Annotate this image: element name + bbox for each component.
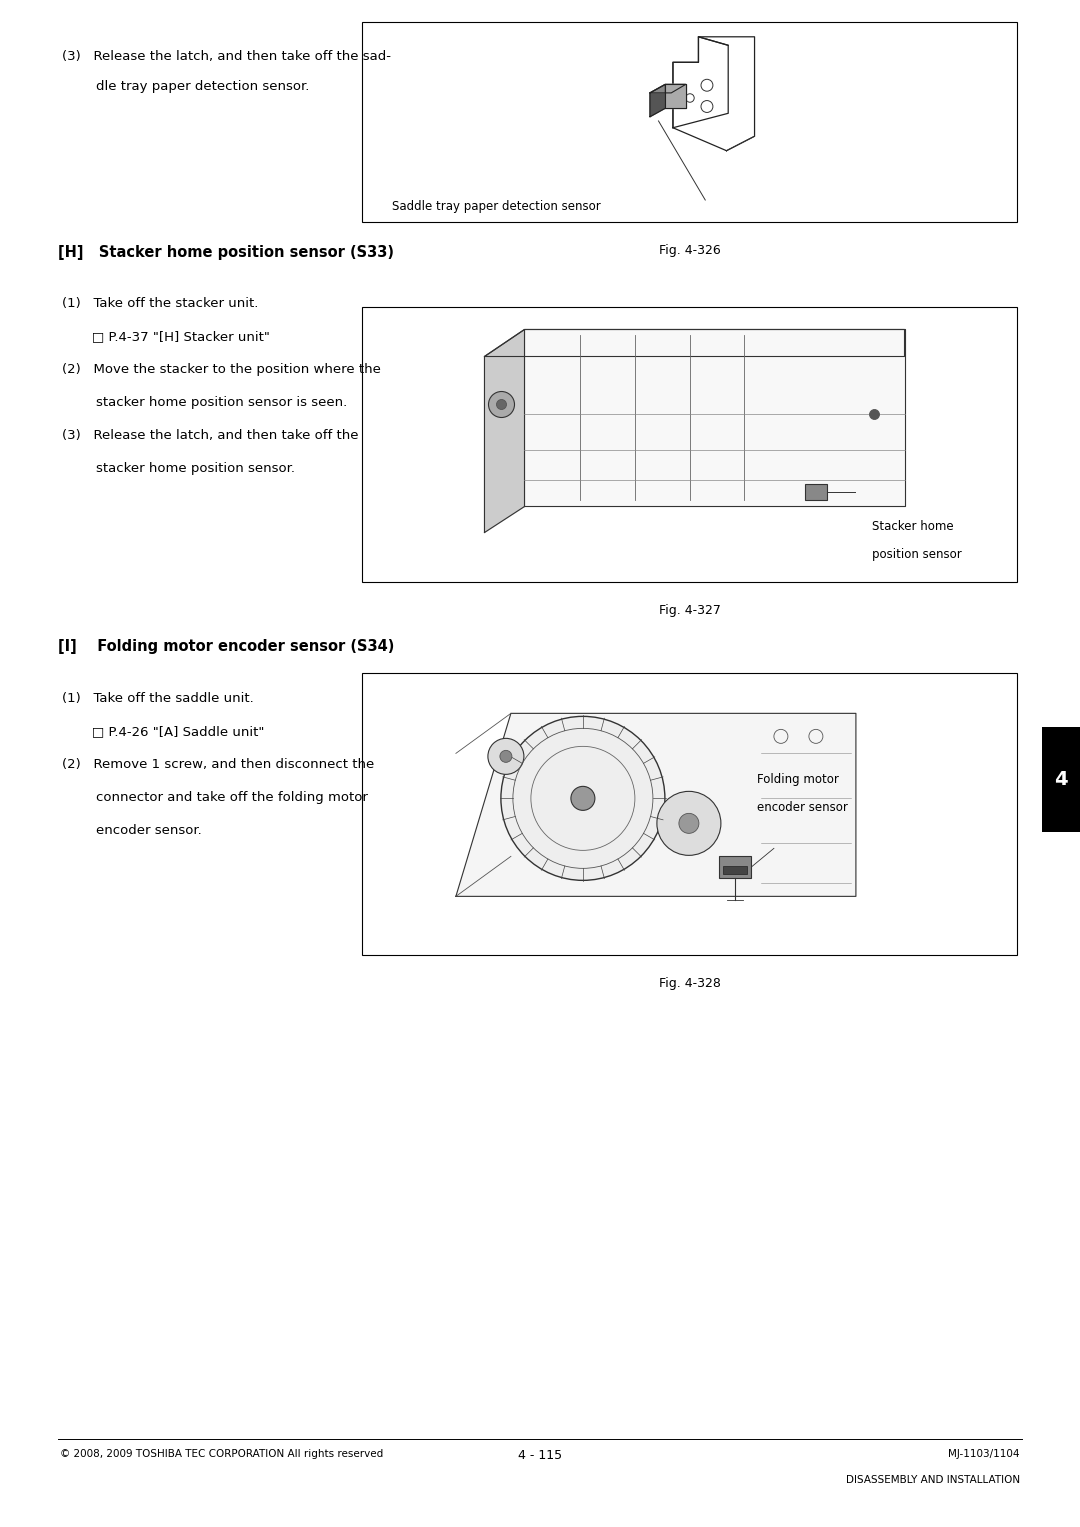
Text: (1)   Take off the stacker unit.: (1) Take off the stacker unit. bbox=[62, 296, 258, 310]
Polygon shape bbox=[456, 713, 856, 896]
Bar bbox=[362, 307, 1017, 582]
Circle shape bbox=[501, 716, 665, 881]
Text: encoder sensor.: encoder sensor. bbox=[62, 825, 202, 837]
Text: Folding motor: Folding motor bbox=[757, 773, 839, 786]
Text: Stacker home: Stacker home bbox=[872, 521, 954, 533]
Bar bbox=[362, 673, 1017, 954]
Text: position sensor: position sensor bbox=[872, 548, 962, 560]
Circle shape bbox=[500, 750, 512, 762]
Text: Saddle tray paper detection sensor: Saddle tray paper detection sensor bbox=[392, 200, 600, 212]
Text: (3)   Release the latch, and then take off the: (3) Release the latch, and then take off… bbox=[62, 429, 359, 441]
Circle shape bbox=[869, 409, 879, 420]
Circle shape bbox=[497, 400, 507, 409]
Polygon shape bbox=[525, 330, 905, 507]
Bar bbox=[1042, 727, 1080, 832]
Text: MJ-1103/1104: MJ-1103/1104 bbox=[948, 1449, 1020, 1458]
Text: [H]   Stacker home position sensor (S33): [H] Stacker home position sensor (S33) bbox=[58, 244, 394, 260]
Polygon shape bbox=[485, 330, 525, 533]
Text: DISASSEMBLY AND INSTALLATION: DISASSEMBLY AND INSTALLATION bbox=[846, 1475, 1020, 1484]
Text: Fig. 4-326: Fig. 4-326 bbox=[659, 244, 720, 257]
Text: dle tray paper detection sensor.: dle tray paper detection sensor. bbox=[62, 79, 309, 93]
Circle shape bbox=[657, 791, 721, 855]
Text: (3)   Release the latch, and then take off the sad-: (3) Release the latch, and then take off… bbox=[62, 50, 391, 63]
Text: © 2008, 2009 TOSHIBA TEC CORPORATION All rights reserved: © 2008, 2009 TOSHIBA TEC CORPORATION All… bbox=[60, 1449, 383, 1458]
Text: (2)   Remove 1 screw, and then disconnect the: (2) Remove 1 screw, and then disconnect … bbox=[62, 757, 375, 771]
Text: stacker home position sensor.: stacker home position sensor. bbox=[62, 463, 295, 475]
Circle shape bbox=[679, 814, 699, 834]
Polygon shape bbox=[650, 84, 686, 93]
Text: (1)   Take off the saddle unit.: (1) Take off the saddle unit. bbox=[62, 692, 254, 705]
Text: □ P.4-37 "[H] Stacker unit": □ P.4-37 "[H] Stacker unit" bbox=[62, 330, 270, 344]
Polygon shape bbox=[650, 84, 665, 116]
Text: 4: 4 bbox=[1054, 770, 1068, 789]
Bar bbox=[362, 21, 1017, 221]
Text: Fig. 4-327: Fig. 4-327 bbox=[659, 605, 720, 617]
Text: □ P.4-26 "[A] Saddle unit": □ P.4-26 "[A] Saddle unit" bbox=[62, 725, 265, 738]
Text: stacker home position sensor is seen.: stacker home position sensor is seen. bbox=[62, 395, 348, 409]
Bar bbox=[723, 866, 747, 875]
Bar bbox=[805, 484, 826, 499]
Bar bbox=[719, 857, 751, 878]
Text: (2)   Move the stacker to the position where the: (2) Move the stacker to the position whe… bbox=[62, 363, 381, 376]
Circle shape bbox=[488, 391, 514, 417]
Circle shape bbox=[571, 786, 595, 811]
Polygon shape bbox=[665, 84, 686, 108]
Text: 4 - 115: 4 - 115 bbox=[518, 1449, 562, 1461]
Circle shape bbox=[488, 739, 524, 774]
Text: connector and take off the folding motor: connector and take off the folding motor bbox=[62, 791, 368, 805]
Text: Fig. 4-328: Fig. 4-328 bbox=[659, 977, 720, 989]
Polygon shape bbox=[485, 330, 905, 356]
Text: encoder sensor: encoder sensor bbox=[757, 802, 848, 814]
Text: [I]    Folding motor encoder sensor (S34): [I] Folding motor encoder sensor (S34) bbox=[58, 638, 394, 654]
